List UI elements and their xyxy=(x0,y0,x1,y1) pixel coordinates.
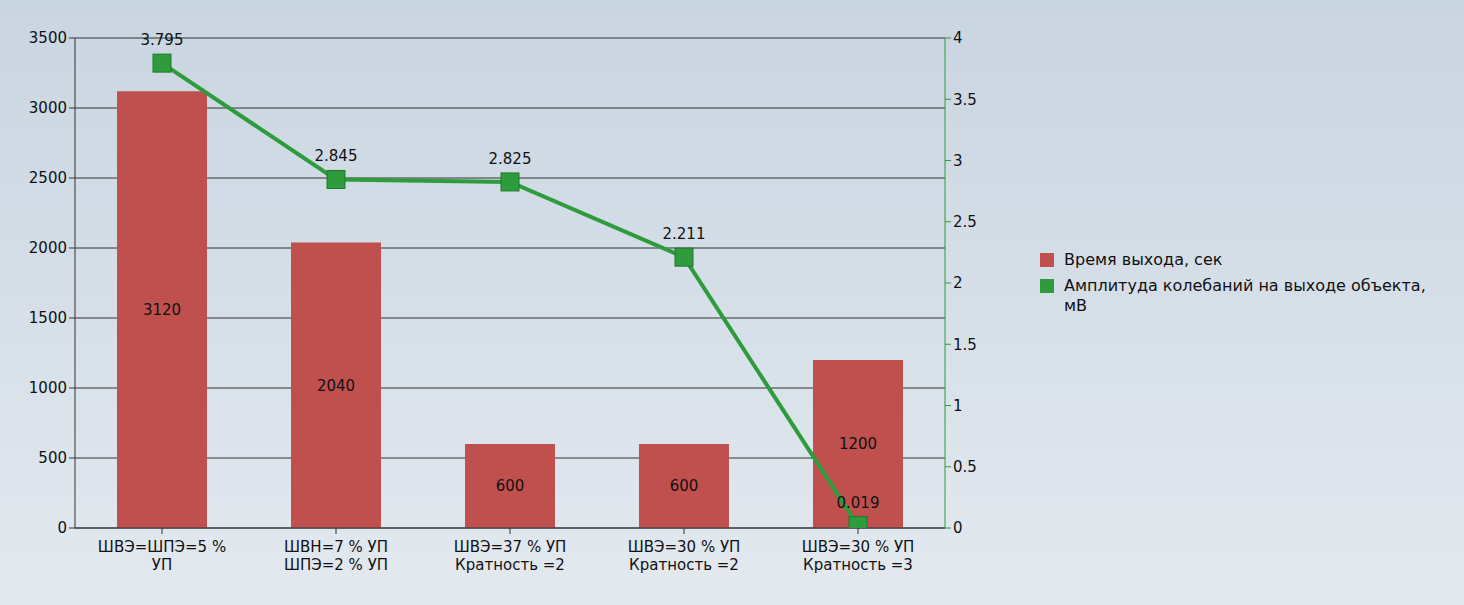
svg-text:2040: 2040 xyxy=(317,377,355,395)
svg-text:4: 4 xyxy=(953,29,963,47)
svg-text:ШВЭ=30 % УПКратность =3: ШВЭ=30 % УПКратность =3 xyxy=(802,538,915,574)
svg-text:2.845: 2.845 xyxy=(315,147,358,165)
svg-text:ШВЭ=ШПЭ=5 %УП: ШВЭ=ШПЭ=5 %УП xyxy=(98,538,226,574)
svg-text:1000: 1000 xyxy=(29,379,67,397)
svg-text:ШВЭ=37 % УПКратность =2: ШВЭ=37 % УПКратность =2 xyxy=(454,538,567,574)
svg-text:1: 1 xyxy=(953,397,963,415)
svg-text:2: 2 xyxy=(953,274,963,292)
svg-text:2.5: 2.5 xyxy=(953,213,977,231)
svg-text:0.019: 0.019 xyxy=(837,494,880,512)
svg-text:1200: 1200 xyxy=(839,435,877,453)
svg-text:3120: 3120 xyxy=(143,301,181,319)
svg-text:3.795: 3.795 xyxy=(141,31,184,49)
svg-text:2500: 2500 xyxy=(29,169,67,187)
svg-text:1500: 1500 xyxy=(29,309,67,327)
svg-text:0.5: 0.5 xyxy=(953,458,977,476)
svg-text:600: 600 xyxy=(496,477,525,495)
svg-text:2.825: 2.825 xyxy=(489,150,532,168)
svg-text:600: 600 xyxy=(670,477,699,495)
html-text:Время выхода, сек: Время выхода, сек xyxy=(1064,250,1223,269)
svg-text:2000: 2000 xyxy=(29,239,67,257)
svg-text:3000: 3000 xyxy=(29,99,67,117)
svg-text:0: 0 xyxy=(57,519,67,537)
svg-text:3500: 3500 xyxy=(29,29,67,47)
svg-text:ШВЭ=30 % УПКратность =2: ШВЭ=30 % УПКратность =2 xyxy=(628,538,741,574)
svg-text:2.211: 2.211 xyxy=(663,225,706,243)
svg-text:0: 0 xyxy=(953,519,963,537)
svg-text:3.5: 3.5 xyxy=(953,91,977,109)
html-text:Амплитуда колебаний на выходе: Амплитуда колебаний на выходе объекта, м… xyxy=(1064,276,1426,315)
svg-text:500: 500 xyxy=(38,449,67,467)
svg-text:1.5: 1.5 xyxy=(953,336,977,354)
svg-text:3: 3 xyxy=(953,152,963,170)
svg-text:ШВН=7 % УПШПЭ=2 % УП: ШВН=7 % УПШПЭ=2 % УП xyxy=(284,538,388,574)
